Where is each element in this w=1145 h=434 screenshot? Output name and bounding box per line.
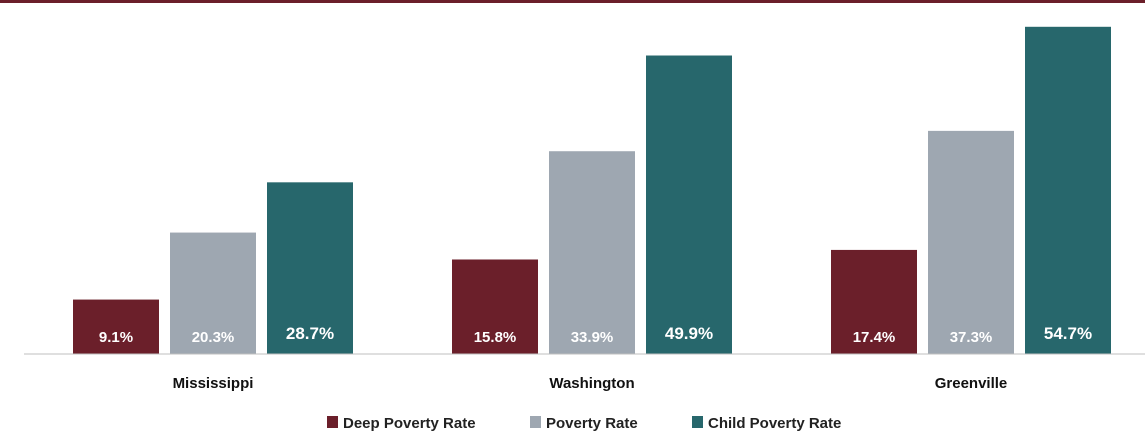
- legend-label-child-poverty-rate: Child Poverty Rate: [708, 415, 841, 432]
- legend-swatch-deep-poverty-rate: [327, 416, 338, 428]
- legend-label-poverty-rate: Poverty Rate: [546, 415, 638, 432]
- top-rule: [0, 0, 1145, 3]
- bar-greenville-poverty-rate: [928, 130, 1014, 354]
- bar-mississippi-poverty-rate: [170, 232, 256, 354]
- legend-label-deep-poverty-rate: Deep Poverty Rate: [343, 415, 476, 432]
- bar-washington-poverty-rate: [549, 151, 635, 354]
- legend: Deep Poverty Rate Poverty Rate Child Pover…: [327, 415, 841, 432]
- category-label-greenville: Greenville: [935, 375, 1008, 392]
- bars: 9.1% 20.3% 28.7% 15.8% 33.9% 49.9% 17.4% 37.3% 5…: [73, 26, 1111, 355]
- data-label-washington-poverty-rate: 33.9%: [571, 329, 614, 346]
- data-label-washington-deep-poverty-rate: 15.8%: [474, 329, 517, 346]
- bar-mississippi-deep-poverty-rate: [73, 299, 159, 354]
- legend-swatch-poverty-rate: [530, 416, 541, 428]
- category-label-washington: Washington: [549, 375, 634, 392]
- data-label-greenville-child-poverty-rate: 54.7%: [1044, 324, 1092, 343]
- data-label-mississippi-child-poverty-rate: 28.7%: [286, 324, 334, 343]
- category-label-mississippi: Mississippi: [173, 375, 254, 392]
- bar-greenville-deep-poverty-rate: [831, 249, 917, 354]
- data-label-mississippi-poverty-rate: 20.3%: [192, 329, 235, 346]
- bar-greenville-child-poverty-rate: [1025, 26, 1111, 354]
- data-label-washington-child-poverty-rate: 49.9%: [665, 324, 713, 343]
- data-label-greenville-poverty-rate: 37.3%: [950, 329, 993, 346]
- bar-mississippi-child-poverty-rate: [267, 182, 353, 354]
- legend-swatch-child-poverty-rate: [692, 416, 703, 428]
- data-label-mississippi-deep-poverty-rate: 9.1%: [99, 329, 133, 346]
- category-labels: Mississippi Washington Greenville: [173, 375, 1008, 392]
- data-label-greenville-deep-poverty-rate: 17.4%: [853, 329, 896, 346]
- bar-washington-child-poverty-rate: [646, 55, 732, 355]
- bar-washington-deep-poverty-rate: [452, 259, 538, 354]
